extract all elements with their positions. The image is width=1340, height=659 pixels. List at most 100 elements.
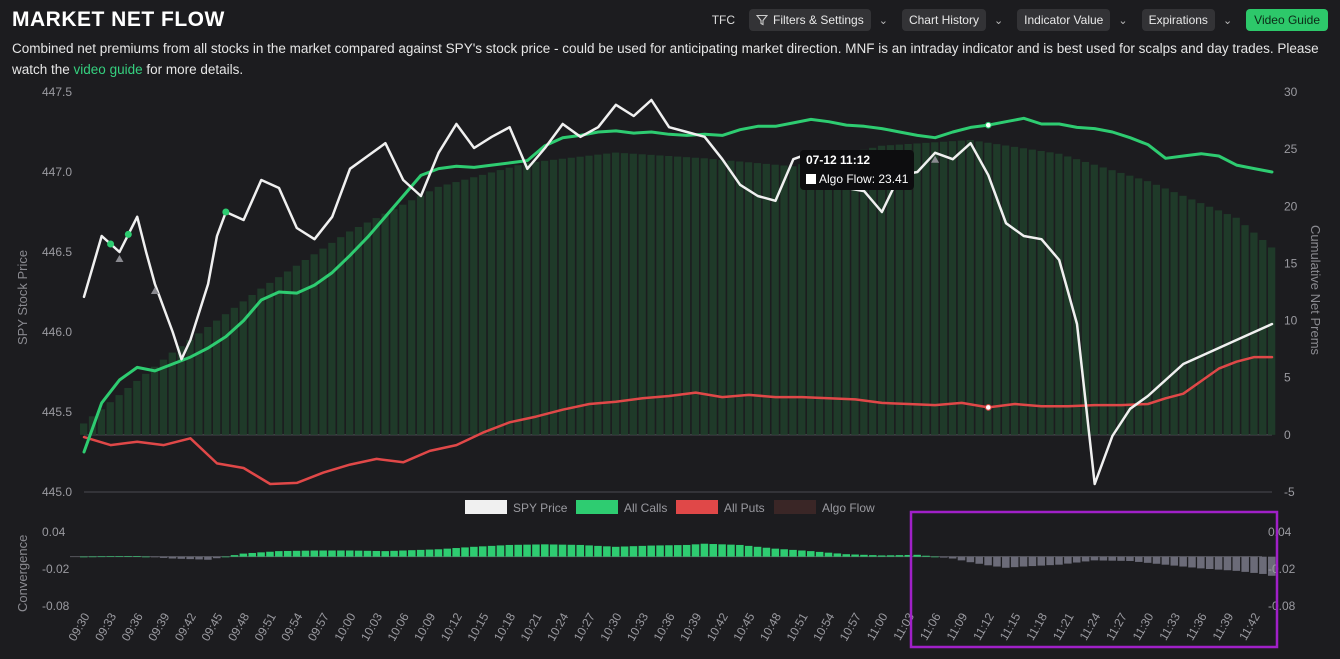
- algo-flow-bar: [860, 149, 868, 435]
- algo-flow-bar: [1205, 206, 1214, 435]
- y-left-tick-label: 446.5: [42, 245, 72, 259]
- y-left-tick-label: 445.0: [42, 485, 72, 499]
- algo-flow-bar: [532, 161, 540, 435]
- convergence-y-tick-right: 0.04: [1268, 525, 1292, 539]
- algo-flow-bar: [576, 156, 584, 435]
- y-right-tick-label: -5: [1284, 485, 1295, 499]
- algo-flow-bar: [159, 359, 168, 435]
- convergence-bar: [638, 545, 647, 557]
- convergence-bar: [461, 547, 469, 557]
- convergence-y-tick-right: -0.02: [1268, 562, 1296, 576]
- expirations-button[interactable]: Expirations: [1141, 9, 1215, 31]
- x-tick-label: 10:03: [358, 610, 385, 643]
- indicator-value-button[interactable]: Indicator Value: [1017, 9, 1111, 31]
- algo-flow-bar: [620, 153, 629, 435]
- legend-swatch: [774, 500, 816, 514]
- convergence-bar: [674, 545, 682, 557]
- chevron-down-icon[interactable]: ⌄: [878, 14, 888, 27]
- buy-signal-marker: [124, 230, 132, 238]
- convergence-bar: [567, 544, 576, 557]
- convergence-bar: [1072, 556, 1081, 563]
- algo-flow-bar: [212, 320, 221, 435]
- convergence-bar: [532, 544, 540, 557]
- algo-flow-bar: [221, 314, 230, 435]
- tooltip-box: [800, 150, 914, 190]
- convergence-bar: [425, 549, 434, 557]
- convergence-bar: [1064, 556, 1072, 564]
- algo-flow-bar: [833, 156, 841, 435]
- chevron-down-icon[interactable]: ⌄: [1222, 14, 1233, 27]
- algo-flow-bar: [975, 141, 983, 435]
- convergence-bar: [753, 546, 762, 557]
- algo-flow-bar: [1241, 225, 1249, 435]
- convergence-bar: [789, 549, 797, 557]
- algo-flow-bar: [674, 156, 682, 435]
- convergence-bar: [275, 551, 283, 557]
- convergence-bar: [239, 553, 248, 557]
- convergence-bar: [523, 544, 531, 557]
- convergence-bar: [762, 547, 771, 557]
- convergence-bar: [195, 556, 203, 560]
- convergence-bar: [1241, 556, 1249, 572]
- x-tick-label: 11:12: [970, 610, 997, 643]
- convergence-bar: [133, 556, 141, 557]
- algo-flow-bar: [656, 155, 664, 435]
- x-tick-label: 11:09: [944, 610, 971, 643]
- algo-flow-bar: [709, 159, 717, 435]
- algo-flow-bar: [363, 222, 371, 435]
- algo-flow-bar: [736, 161, 744, 435]
- video-guide-button[interactable]: Video Guide: [1246, 9, 1328, 31]
- convergence-bar: [1143, 556, 1152, 563]
- sell-signal-marker: [931, 155, 940, 163]
- algo-flow-bar: [984, 142, 992, 435]
- convergence-bar: [363, 550, 372, 557]
- algo-flow-bar: [133, 380, 141, 435]
- algo-flow-bar: [877, 145, 886, 435]
- convergence-bar: [558, 544, 567, 557]
- convergence-bar: [221, 556, 230, 558]
- algo-flow-bar: [461, 179, 469, 435]
- x-tick-label: 09:42: [172, 610, 199, 643]
- filters-settings-button[interactable]: Filters & Settings: [749, 9, 871, 31]
- algo-flow-bar: [239, 301, 247, 435]
- y-right-tick-label: 10: [1284, 314, 1298, 328]
- video-guide-link[interactable]: video guide: [73, 62, 143, 77]
- algo-flow-bar: [319, 248, 327, 435]
- convergence-bar: [895, 555, 904, 557]
- convergence-bar: [860, 554, 868, 557]
- algo-flow-bar: [1019, 148, 1028, 435]
- convergence-bar: [1152, 556, 1161, 564]
- convergence-bar: [656, 545, 664, 557]
- algo-flow-bar: [1152, 184, 1161, 435]
- chart-history-button[interactable]: Chart History: [901, 9, 986, 31]
- algo-flow-bar: [390, 209, 398, 435]
- algo-flow-bar: [1090, 164, 1098, 435]
- convergence-bar: [408, 550, 416, 557]
- algo-flow-bar: [922, 142, 930, 435]
- x-tick-label: 11:24: [1077, 610, 1104, 643]
- algo-flow-bar: [514, 165, 522, 435]
- convergence-bar: [345, 550, 354, 557]
- chevron-down-icon[interactable]: ⌄: [993, 14, 1004, 27]
- convergence-bar: [310, 550, 319, 557]
- convergence-bar: [1170, 556, 1179, 566]
- description: Combined net premiums from all stocks in…: [12, 38, 1332, 80]
- algo-flow-bar: [682, 157, 691, 435]
- convergence-bar: [620, 546, 629, 557]
- algo-flow-bar: [425, 191, 434, 435]
- algo-flow-bar: [150, 366, 159, 435]
- convergence-bar: [354, 550, 363, 557]
- convergence-bar: [1126, 556, 1134, 561]
- x-tick-label: 10:00: [331, 610, 358, 643]
- x-tick-label: 10:33: [624, 610, 651, 643]
- x-tick-label: 10:27: [571, 610, 598, 643]
- y-left-axis-label: SPY Stock Price: [15, 250, 30, 345]
- y-left-tick-label: 445.5: [42, 405, 72, 419]
- convergence-bar: [1214, 556, 1223, 570]
- convergence-y-tick-left: -0.02: [42, 562, 70, 576]
- toolbar: TFC Filters & Settings ⌄ Chart History ⌄…: [712, 9, 1328, 31]
- algo-flow-bar: [913, 143, 921, 435]
- convergence-bar: [496, 545, 505, 557]
- chevron-down-icon[interactable]: ⌄: [1118, 14, 1128, 27]
